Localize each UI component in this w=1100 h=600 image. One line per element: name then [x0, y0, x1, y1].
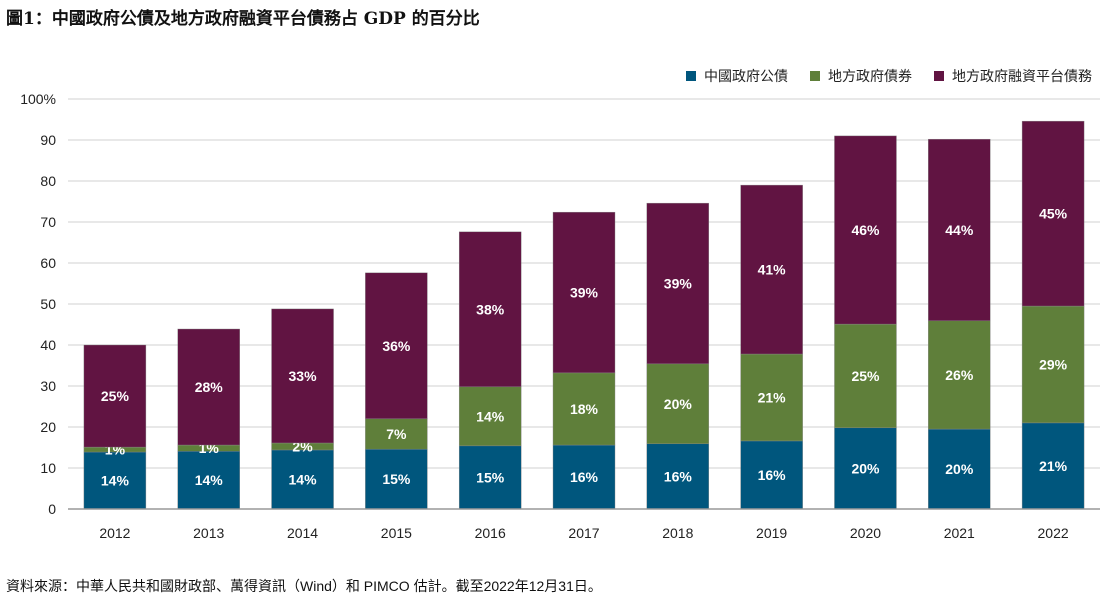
- bar-segment: [83, 344, 147, 448]
- data-label: 26%: [945, 367, 974, 383]
- bar-segment: [834, 427, 897, 510]
- legend: 中國政府公債 地方政府債券 地方政府融資平台債務: [686, 66, 1092, 86]
- x-tick-label: 2019: [756, 525, 787, 541]
- legend-swatch: [686, 71, 696, 81]
- data-label: 15%: [382, 471, 411, 487]
- data-label: 33%: [289, 368, 318, 384]
- y-tick-label: 10: [40, 460, 56, 476]
- data-label: 21%: [758, 389, 787, 405]
- x-tick-label: 2018: [662, 525, 693, 541]
- legend-swatch: [934, 71, 944, 81]
- y-tick-label: 70: [40, 214, 56, 230]
- bar-segment: [928, 138, 991, 322]
- x-tick-label: 2017: [568, 525, 599, 541]
- x-tick-label: 2020: [850, 525, 881, 541]
- x-tick-label: 2012: [99, 525, 130, 541]
- data-label: 14%: [289, 471, 318, 487]
- bar-segment: [834, 323, 897, 429]
- legend-item: 地方政府融資平台債務: [934, 66, 1092, 86]
- data-label: 16%: [664, 468, 693, 484]
- legend-swatch: [810, 71, 820, 81]
- chart-title: 圖1：中國政府公債及地方政府融資平台債務占 GDP 的百分比: [6, 9, 480, 29]
- y-tick-label: 80: [40, 173, 56, 189]
- legend-label: 中國政府公債: [704, 68, 788, 84]
- data-label: 14%: [101, 473, 130, 489]
- data-label: 16%: [758, 467, 787, 483]
- data-label: 21%: [1039, 458, 1068, 474]
- data-label: 25%: [101, 388, 130, 404]
- legend-label: 地方政府融資平台債務: [952, 68, 1092, 84]
- data-label: 36%: [382, 338, 411, 354]
- bar-segment: [177, 450, 240, 510]
- data-label: 45%: [1039, 206, 1068, 222]
- data-label: 39%: [664, 276, 693, 292]
- legend-label: 地方政府債券: [828, 68, 912, 84]
- data-label: 15%: [476, 469, 505, 485]
- bar-segment: [1021, 305, 1085, 424]
- bar-segment: [646, 443, 710, 510]
- data-label: 16%: [570, 469, 599, 485]
- bar-segment: [646, 363, 710, 445]
- bar-segment: [458, 445, 522, 510]
- bar-segment: [646, 202, 710, 365]
- bar-segment: [552, 372, 616, 446]
- y-tick-label: 30: [40, 378, 56, 394]
- data-label: 20%: [945, 461, 974, 477]
- data-label: 25%: [851, 368, 880, 384]
- bar-segment: [834, 135, 897, 325]
- x-tick-label: 2022: [1038, 525, 1069, 541]
- data-label: 14%: [476, 408, 505, 424]
- legend-item: 地方政府債券: [810, 66, 912, 86]
- data-label: 20%: [664, 396, 693, 412]
- x-tick-label: 2014: [287, 525, 318, 541]
- data-label: 18%: [570, 401, 599, 417]
- data-label: 29%: [1039, 356, 1068, 372]
- y-tick-label: 60: [40, 255, 56, 271]
- y-tick-label: 40: [40, 337, 56, 353]
- data-label: 38%: [476, 301, 505, 317]
- bar-segment: [552, 211, 616, 374]
- data-label: 44%: [945, 222, 974, 238]
- data-label: 20%: [851, 460, 880, 476]
- bar-segment: [365, 272, 428, 420]
- data-label: 41%: [758, 262, 787, 278]
- y-tick-label: 100%: [20, 91, 56, 107]
- data-label: 14%: [195, 472, 224, 488]
- bar-segment: [928, 428, 991, 510]
- x-tick-label: 2013: [193, 525, 224, 541]
- x-tick-label: 2021: [944, 525, 975, 541]
- bar-segment: [458, 231, 522, 388]
- data-label: 39%: [570, 285, 599, 301]
- y-tick-label: 20: [40, 419, 56, 435]
- data-label: 46%: [851, 222, 880, 238]
- bar-segment: [365, 448, 428, 510]
- bar-segment: [928, 320, 991, 430]
- y-tick-label: 50: [40, 296, 56, 312]
- y-tick-label: 0: [48, 501, 56, 517]
- data-label: 28%: [195, 379, 224, 395]
- y-tick-label: 90: [40, 132, 56, 148]
- x-tick-label: 2015: [381, 525, 412, 541]
- bar-segment: [271, 449, 334, 510]
- source-note: 資料來源：中華人民共和國財政部、萬得資訊（Wind）和 PIMCO 估計。截至2…: [6, 578, 602, 594]
- bar-segment: [177, 328, 240, 446]
- bar-segment: [740, 184, 803, 355]
- data-label: 7%: [386, 426, 407, 442]
- bar-segment: [365, 418, 428, 450]
- legend-item: 中國政府公債: [686, 66, 788, 86]
- bar-segment: [271, 308, 334, 444]
- bar-segment: [740, 353, 803, 442]
- bar-segment: [1021, 120, 1085, 307]
- bar-segment: [458, 386, 522, 447]
- bar-segment: [740, 440, 803, 510]
- x-tick-label: 2016: [475, 525, 506, 541]
